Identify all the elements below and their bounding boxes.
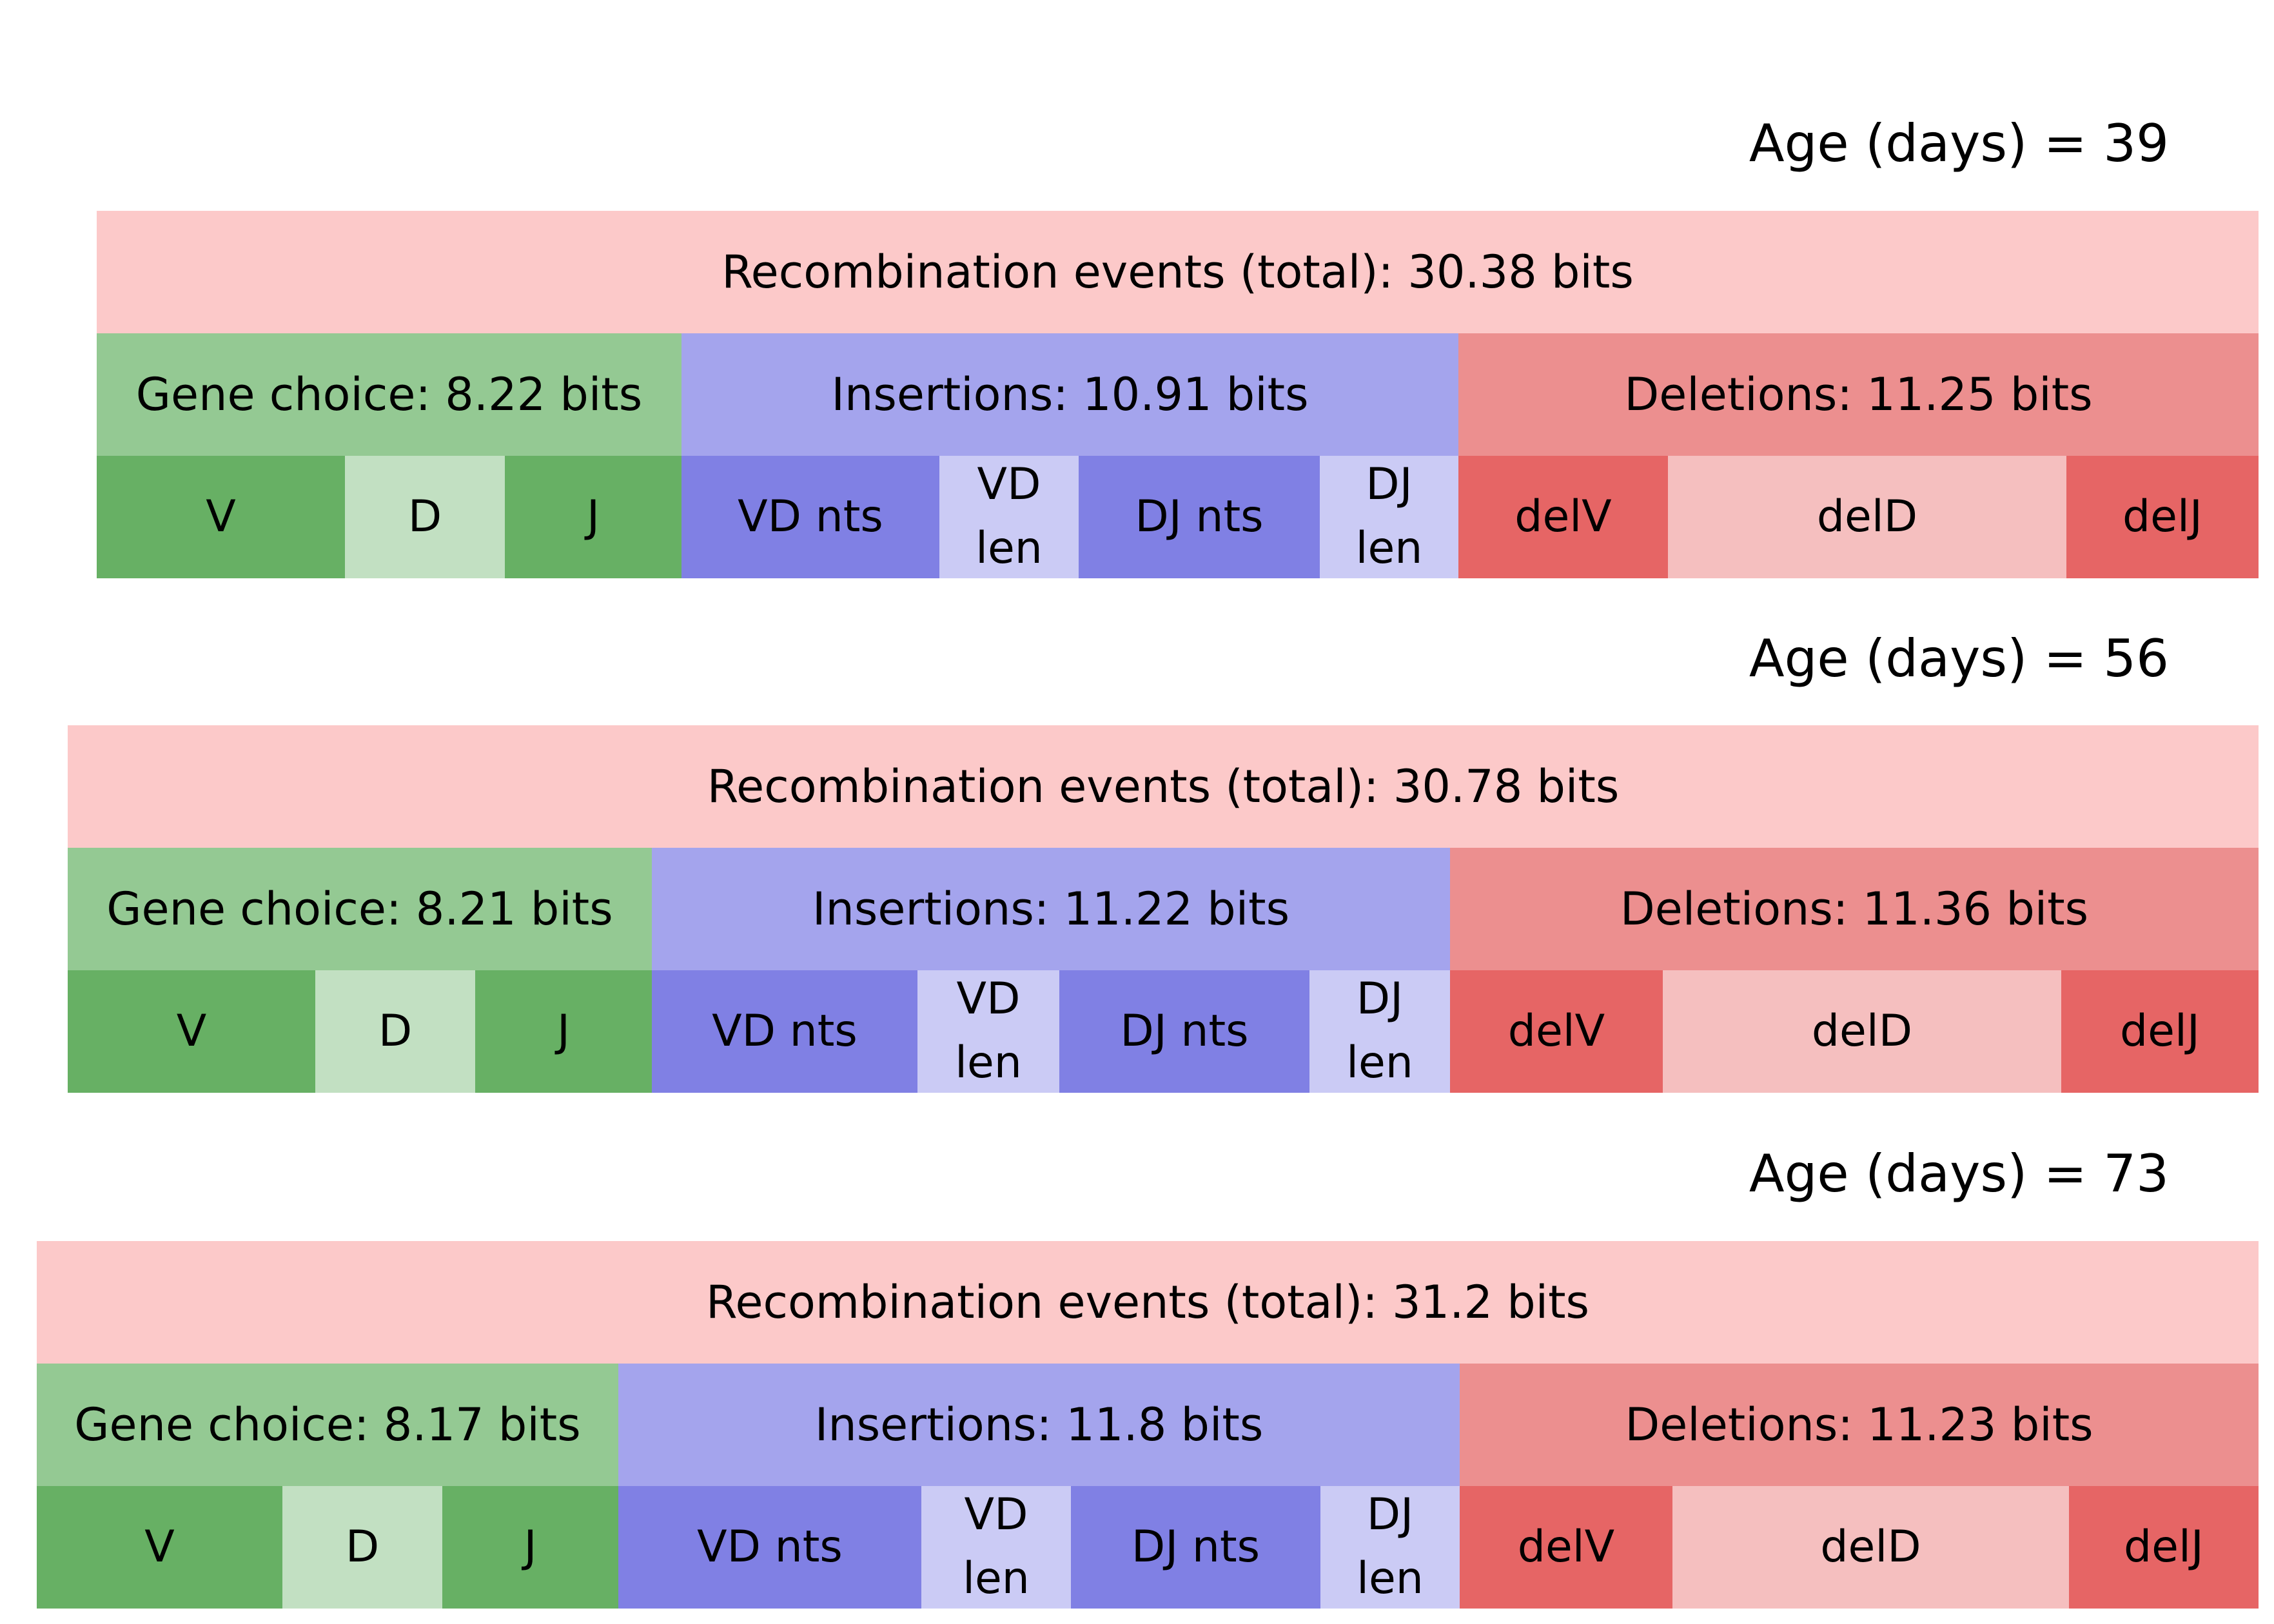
- d-segment: D: [315, 970, 475, 1093]
- deld-segment: delD: [1668, 456, 2066, 578]
- vd-len-segment: VD len: [939, 456, 1079, 578]
- v-segment: V: [37, 1486, 282, 1609]
- vd-len-segment: VD len: [917, 970, 1059, 1093]
- vd-len-segment: VD len: [921, 1486, 1071, 1609]
- insertions-bar: Insertions: 11.22 bits: [652, 848, 1450, 970]
- gene-choice-bar: Gene choice: 8.22 bits: [97, 333, 681, 456]
- delj-segment: delJ: [2066, 456, 2259, 578]
- entropy-panel-3: Recombination events (total): 31.2 bits …: [37, 1241, 2259, 1609]
- d-segment: D: [345, 456, 505, 578]
- vd-nts-segment: VD nts: [681, 456, 939, 578]
- dj-nts-segment: DJ nts: [1079, 456, 1320, 578]
- total-bar: Recombination events (total): 31.2 bits: [37, 1241, 2259, 1364]
- dj-len-segment: DJ len: [1320, 456, 1458, 578]
- insertions-bar: Insertions: 11.8 bits: [618, 1364, 1460, 1486]
- j-segment: J: [442, 1486, 618, 1609]
- total-bar: Recombination events (total): 30.38 bits: [97, 211, 2259, 333]
- delj-segment: delJ: [2061, 970, 2259, 1093]
- v-segment: V: [97, 456, 345, 578]
- j-segment: J: [475, 970, 652, 1093]
- delj-segment: delJ: [2069, 1486, 2259, 1609]
- age-label-3: Age (days) = 73: [1749, 1144, 2169, 1204]
- entropy-panel-1: Recombination events (total): 30.38 bits…: [97, 211, 2259, 578]
- age-label-2: Age (days) = 56: [1749, 629, 2169, 689]
- deletions-bar: Deletions: 11.23 bits: [1460, 1364, 2259, 1486]
- total-bar: Recombination events (total): 30.78 bits: [68, 725, 2259, 848]
- age-label-1: Age (days) = 39: [1749, 113, 2169, 173]
- dj-nts-segment: DJ nts: [1071, 1486, 1320, 1609]
- entropy-panel-2: Recombination events (total): 30.78 bits…: [68, 725, 2259, 1093]
- vd-nts-segment: VD nts: [652, 970, 917, 1093]
- dj-nts-segment: DJ nts: [1059, 970, 1309, 1093]
- deld-segment: delD: [1663, 970, 2061, 1093]
- delv-segment: delV: [1458, 456, 1668, 578]
- deletions-bar: Deletions: 11.25 bits: [1458, 333, 2259, 456]
- vd-nts-segment: VD nts: [618, 1486, 921, 1609]
- dj-len-segment: DJ len: [1320, 1486, 1460, 1609]
- insertions-bar: Insertions: 10.91 bits: [681, 333, 1458, 456]
- delv-segment: delV: [1450, 970, 1663, 1093]
- d-segment: D: [282, 1486, 442, 1609]
- delv-segment: delV: [1460, 1486, 1672, 1609]
- deld-segment: delD: [1672, 1486, 2069, 1609]
- j-segment: J: [505, 456, 681, 578]
- dj-len-segment: DJ len: [1309, 970, 1450, 1093]
- gene-choice-bar: Gene choice: 8.17 bits: [37, 1364, 618, 1486]
- gene-choice-bar: Gene choice: 8.21 bits: [68, 848, 652, 970]
- deletions-bar: Deletions: 11.36 bits: [1450, 848, 2259, 970]
- v-segment: V: [68, 970, 315, 1093]
